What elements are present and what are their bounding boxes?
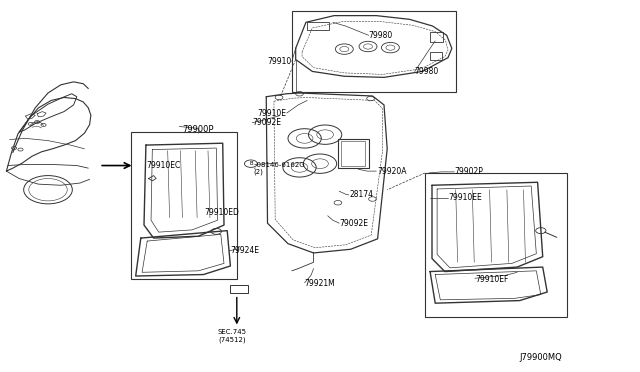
Text: ¸08146-6162G
(2): ¸08146-6162G (2) xyxy=(253,161,305,175)
Bar xyxy=(425,173,567,317)
Bar xyxy=(341,141,365,166)
Bar xyxy=(131,132,237,279)
Bar xyxy=(230,285,248,293)
Text: 28174: 28174 xyxy=(349,190,374,199)
Text: 79910EE: 79910EE xyxy=(448,193,482,202)
Bar xyxy=(338,139,369,168)
Text: 79980: 79980 xyxy=(368,31,392,40)
Text: 79921M: 79921M xyxy=(305,279,335,288)
Text: 79980: 79980 xyxy=(415,67,439,76)
Bar xyxy=(307,22,329,30)
Text: 79910EC: 79910EC xyxy=(146,161,180,170)
Bar xyxy=(430,32,443,42)
Text: 79920A: 79920A xyxy=(378,167,407,176)
Text: B: B xyxy=(249,161,253,166)
Text: 79910EF: 79910EF xyxy=(475,275,508,283)
Text: 79092E: 79092E xyxy=(339,219,368,228)
Text: 79910: 79910 xyxy=(268,57,292,66)
Bar xyxy=(292,11,456,92)
Text: 79902P: 79902P xyxy=(454,167,483,176)
Text: SEC.745
(74512): SEC.745 (74512) xyxy=(218,329,247,343)
Text: 79924E: 79924E xyxy=(230,246,259,255)
Text: 79900P: 79900P xyxy=(182,125,214,134)
Text: 79910E: 79910E xyxy=(258,109,287,118)
Text: 79092E: 79092E xyxy=(253,118,282,127)
Text: 79910ED: 79910ED xyxy=(205,208,239,217)
Bar xyxy=(430,52,442,60)
Text: J79900MQ: J79900MQ xyxy=(519,353,562,362)
